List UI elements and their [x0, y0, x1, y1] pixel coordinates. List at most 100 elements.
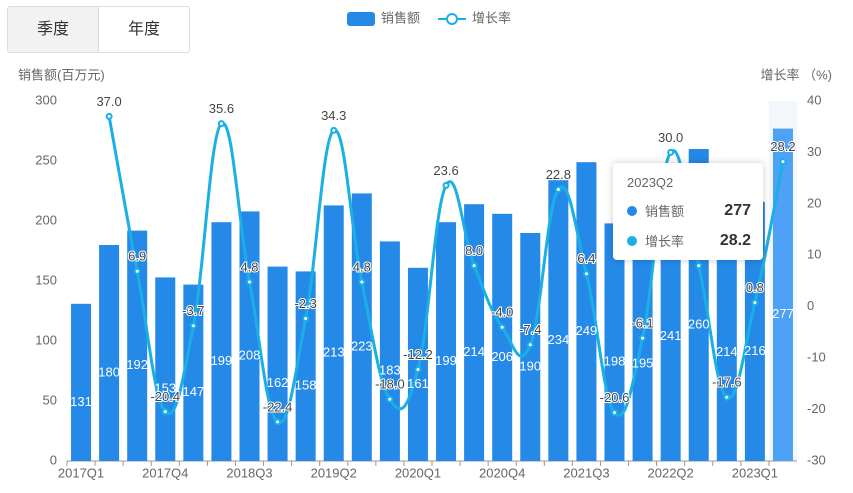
line-point: [470, 262, 478, 270]
bar-label: 199: [435, 353, 457, 368]
bar-label: 277: [772, 306, 794, 321]
line-label: 34.3: [321, 108, 346, 123]
bar-label: 199: [211, 353, 233, 368]
line-label: 4.8: [353, 259, 371, 274]
bar: [155, 277, 176, 461]
line-point: [723, 393, 731, 401]
line-point: [442, 181, 450, 189]
bar: [744, 201, 765, 462]
line-label: 35.6: [209, 101, 234, 116]
line-label: 37.0: [96, 94, 121, 109]
y2-tick-label: 30: [807, 144, 821, 159]
tab[interactable]: 季度: [8, 7, 99, 52]
bar-label: 162: [267, 375, 289, 390]
line-label: -4.0: [491, 305, 513, 320]
line-point: [386, 395, 394, 403]
x-tick-label: 2020Q1: [395, 465, 441, 480]
x-tick-label: 2023Q1: [732, 465, 778, 480]
bar-label: 131: [70, 394, 92, 409]
line-point: [189, 322, 197, 330]
bar-label: 206: [491, 349, 513, 364]
line-point: [414, 365, 422, 373]
line-label: 23.6: [433, 163, 458, 178]
y-tick-label: 50: [43, 392, 57, 407]
tooltip-title: 2023Q2: [627, 175, 674, 190]
x-tick-label: 2017Q4: [142, 465, 188, 480]
y2-tick-label: 20: [807, 195, 821, 210]
bar: [492, 213, 513, 461]
line-point: [246, 278, 253, 286]
y2-tick-label: 0: [807, 298, 814, 313]
legend-label: 销售额: [381, 10, 420, 25]
line-label: 0.8: [746, 280, 764, 295]
tabs: 季度 年度: [7, 6, 190, 53]
bar-label: 158: [295, 378, 317, 393]
bar: [267, 266, 288, 461]
legend-dot: [446, 13, 458, 25]
bar: [379, 241, 400, 461]
line-label: 22.8: [546, 167, 571, 182]
tooltip: 2023Q2 销售额 277 增长率 28.2: [613, 163, 763, 260]
bar: [239, 211, 260, 461]
bar-label: 214: [716, 344, 738, 359]
line-point: [330, 126, 338, 134]
bar: [576, 162, 597, 461]
y2-tick-label: -20: [807, 401, 826, 416]
bar: [436, 222, 457, 461]
x-tick-label: 2018Q3: [226, 465, 272, 480]
line-point: [695, 262, 703, 270]
line-point: [554, 185, 562, 193]
y-tick-label: 100: [35, 332, 57, 347]
line-label: 4.8: [240, 259, 258, 274]
bar: [127, 230, 148, 461]
line-label: 30.0: [658, 130, 683, 145]
line-label: 6.4: [577, 251, 595, 266]
bar-label: 208: [239, 348, 261, 363]
tooltip-value: 28.2: [719, 231, 751, 249]
bar-label: 183: [379, 363, 401, 378]
bar: [99, 245, 120, 461]
line-label: -22.4: [263, 399, 293, 414]
tooltip-value: 277: [724, 201, 751, 219]
bar-label: 195: [632, 355, 654, 370]
bar: [295, 271, 316, 461]
x-tick-label: 2022Q2: [648, 465, 694, 480]
line-label: 28.2: [770, 139, 795, 154]
line-point: [302, 315, 310, 323]
bar: [323, 205, 344, 461]
line-label: -6.1: [631, 316, 653, 331]
tooltip-name: 增长率: [645, 234, 685, 249]
x-tick-label: 2017Q1: [58, 465, 104, 480]
line-point: [133, 267, 141, 275]
bar-label: 260: [688, 316, 710, 331]
legend-label: 增长率: [472, 10, 511, 25]
y2-axis-title: 增长率 （%): [760, 67, 832, 82]
y2-tick-label: 40: [807, 92, 821, 107]
line-point: [779, 158, 787, 166]
y-tick-label: 0: [50, 452, 57, 467]
bar: [211, 222, 232, 461]
line-label: 8.0: [465, 243, 483, 258]
bar-label: 161: [407, 376, 429, 391]
bar-label: 234: [547, 332, 569, 347]
y-tick-label: 200: [35, 212, 57, 227]
bar: [464, 204, 485, 461]
line-label: -3.7: [182, 303, 204, 318]
line-point: [751, 299, 759, 307]
bar-label: 180: [98, 364, 120, 379]
line-point: [526, 341, 534, 349]
line-point: [105, 112, 113, 120]
y-axis-title: 销售额(百万元): [18, 67, 105, 82]
y2-tick-label: -10: [807, 350, 826, 365]
line-label: 6.9: [128, 249, 146, 264]
line-point: [274, 418, 282, 426]
line-point: [358, 278, 366, 286]
line-label: -12.2: [403, 347, 433, 362]
tooltip-name: 销售额: [645, 204, 685, 219]
tab[interactable]: 年度: [127, 21, 160, 38]
line-point: [639, 334, 647, 342]
bar: [772, 128, 793, 461]
bar-label: 147: [182, 384, 204, 399]
line-label: -2.3: [294, 296, 316, 311]
